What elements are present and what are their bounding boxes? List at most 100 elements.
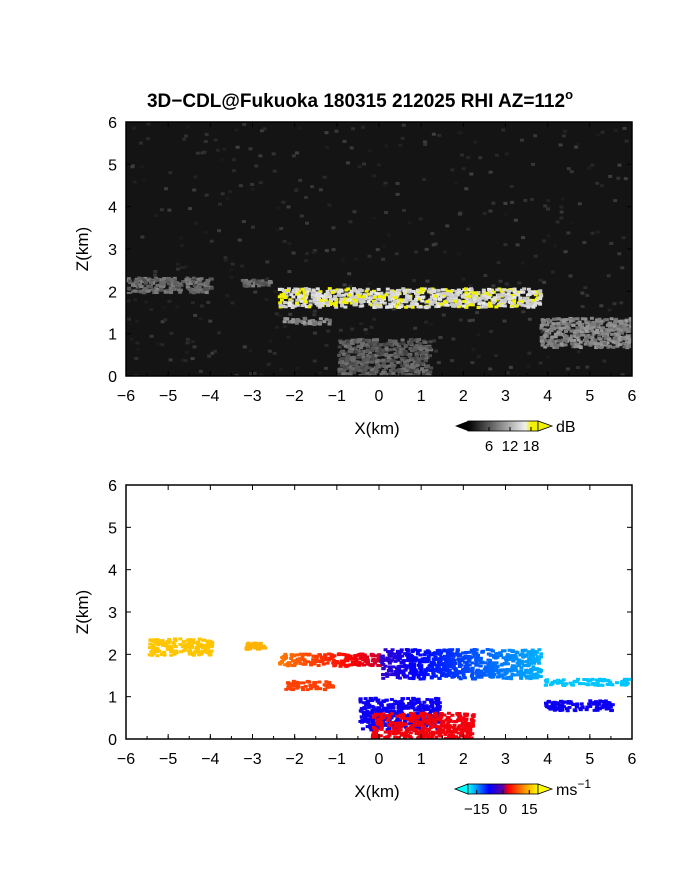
velocity-feature-pixel	[488, 653, 493, 657]
backscatter-feature-pixel	[575, 321, 580, 325]
velocity-feature-pixel	[332, 664, 337, 668]
backscatter-feature-pixel	[499, 298, 504, 302]
backscatter-feature-pixel	[165, 288, 170, 292]
velocity-feature-pixel	[396, 727, 401, 731]
backscatter-feature-pixel	[317, 322, 322, 326]
backscatter-feature-pixel	[424, 351, 429, 355]
backscatter-feature-pixel	[598, 322, 603, 326]
velocity-feature-pixel	[524, 674, 529, 678]
backscatter-noise-pixel	[268, 340, 273, 344]
backscatter-feature-pixel	[568, 336, 573, 340]
backscatter-noise-pixel	[367, 254, 372, 258]
backscatter-feature-pixel	[344, 360, 349, 364]
backscatter-feature-pixel	[311, 295, 316, 299]
backscatter-feature-pixel	[381, 369, 386, 373]
backscatter-noise-pixel	[225, 294, 230, 298]
backscatter-feature-pixel	[143, 276, 148, 280]
backscatter-feature-pixel	[318, 298, 323, 302]
backscatter-feature-pixel	[597, 333, 602, 337]
backscatter-feature-pixel	[425, 364, 430, 368]
backscatter-feature-pixel	[624, 335, 629, 339]
backscatter-feature-pixel	[472, 291, 477, 295]
backscatter-feature-pixel	[128, 279, 133, 283]
velocity-feature-pixel	[464, 722, 469, 726]
backscatter-feature-pixel	[410, 305, 415, 309]
velocity-feature-pixel	[390, 705, 395, 709]
velocity-feature-pixel	[451, 729, 456, 733]
velocity-feature-pixel	[295, 680, 300, 684]
velocity-feature-pixel	[295, 653, 300, 657]
velocity-feature-pixel	[520, 648, 525, 652]
velocity-feature-pixel	[147, 653, 152, 657]
velocity-feature-pixel	[417, 723, 422, 727]
backscatter-noise-pixel	[508, 365, 513, 369]
backscatter-feature-pixel	[488, 293, 493, 297]
backscatter-feature-pixel	[614, 324, 619, 328]
backscatter-feature-pixel	[305, 290, 310, 294]
backscatter-noise-pixel	[475, 311, 480, 315]
backscatter-colorbar-unit: dB	[556, 419, 576, 436]
backscatter-noise-pixel	[273, 290, 278, 294]
backscatter-noise-pixel	[488, 367, 493, 371]
backscatter-feature-pixel	[504, 294, 509, 298]
velocity-feature-pixel	[385, 672, 390, 676]
backscatter-noise-pixel	[250, 225, 255, 229]
backscatter-noise-pixel	[394, 252, 399, 256]
velocity-xtick-label: −4	[201, 751, 219, 768]
backscatter-noise-pixel	[372, 317, 377, 321]
velocity-feature-pixel	[589, 701, 594, 705]
backscatter-feature-pixel	[436, 288, 441, 292]
backscatter-feature-pixel	[191, 276, 196, 280]
velocity-feature-pixel	[353, 654, 358, 658]
velocity-feature-pixel	[468, 725, 473, 729]
backscatter-feature-pixel	[339, 341, 344, 345]
velocity-feature-pixel	[399, 699, 404, 703]
velocity-feature-pixel	[381, 657, 386, 661]
backscatter-feature-pixel	[307, 322, 312, 326]
velocity-feature-pixel	[419, 703, 424, 707]
backscatter-noise-pixel	[340, 258, 345, 262]
velocity-feature-pixel	[470, 722, 475, 726]
backscatter-feature-pixel	[360, 337, 365, 341]
backscatter-feature-pixel	[527, 290, 532, 294]
backscatter-feature-pixel	[349, 292, 354, 296]
backscatter-feature-pixel	[389, 290, 394, 294]
velocity-feature-pixel	[402, 732, 407, 736]
velocity-feature-pixel	[538, 670, 543, 674]
velocity-xtick-label: 4	[543, 751, 552, 768]
backscatter-feature-pixel	[385, 342, 390, 346]
backscatter-feature-pixel	[620, 331, 625, 335]
velocity-feature-pixel	[408, 662, 413, 666]
backscatter-feature-pixel	[590, 323, 595, 327]
velocity-feature-pixel	[280, 656, 285, 660]
backscatter-noise-pixel	[167, 208, 172, 212]
backscatter-noise-pixel	[575, 142, 580, 146]
backscatter-feature-pixel	[209, 277, 214, 281]
backscatter-noise-pixel	[580, 291, 585, 295]
backscatter-xtick-label: 0	[375, 388, 384, 405]
backscatter-feature-pixel	[579, 330, 584, 334]
backscatter-feature-pixel	[374, 365, 379, 369]
velocity-feature-pixel	[363, 697, 368, 701]
backscatter-feature-pixel	[530, 291, 535, 295]
velocity-feature-pixel	[434, 702, 439, 706]
velocity-feature-pixel	[411, 675, 416, 679]
velocity-feature-pixel	[386, 650, 391, 654]
backscatter-feature-pixel	[418, 305, 423, 309]
velocity-feature-pixel	[197, 637, 202, 641]
backscatter-feature-pixel	[279, 294, 284, 298]
backscatter-feature-pixel	[300, 304, 305, 308]
backscatter-feature-pixel	[418, 342, 423, 346]
velocity-feature-pixel	[495, 652, 500, 656]
velocity-feature-pixel	[325, 661, 330, 665]
backscatter-noise-pixel	[274, 312, 279, 316]
velocity-feature-pixel	[603, 703, 608, 707]
backscatter-noise-pixel	[168, 171, 173, 175]
velocity-feature-pixel	[410, 658, 415, 662]
backscatter-noise-pixel	[242, 122, 247, 126]
backscatter-feature-pixel	[437, 297, 442, 301]
backscatter-feature-pixel	[290, 320, 295, 324]
backscatter-feature-pixel	[312, 297, 317, 301]
velocity-feature-pixel	[301, 688, 306, 692]
velocity-feature-pixel	[496, 671, 501, 675]
